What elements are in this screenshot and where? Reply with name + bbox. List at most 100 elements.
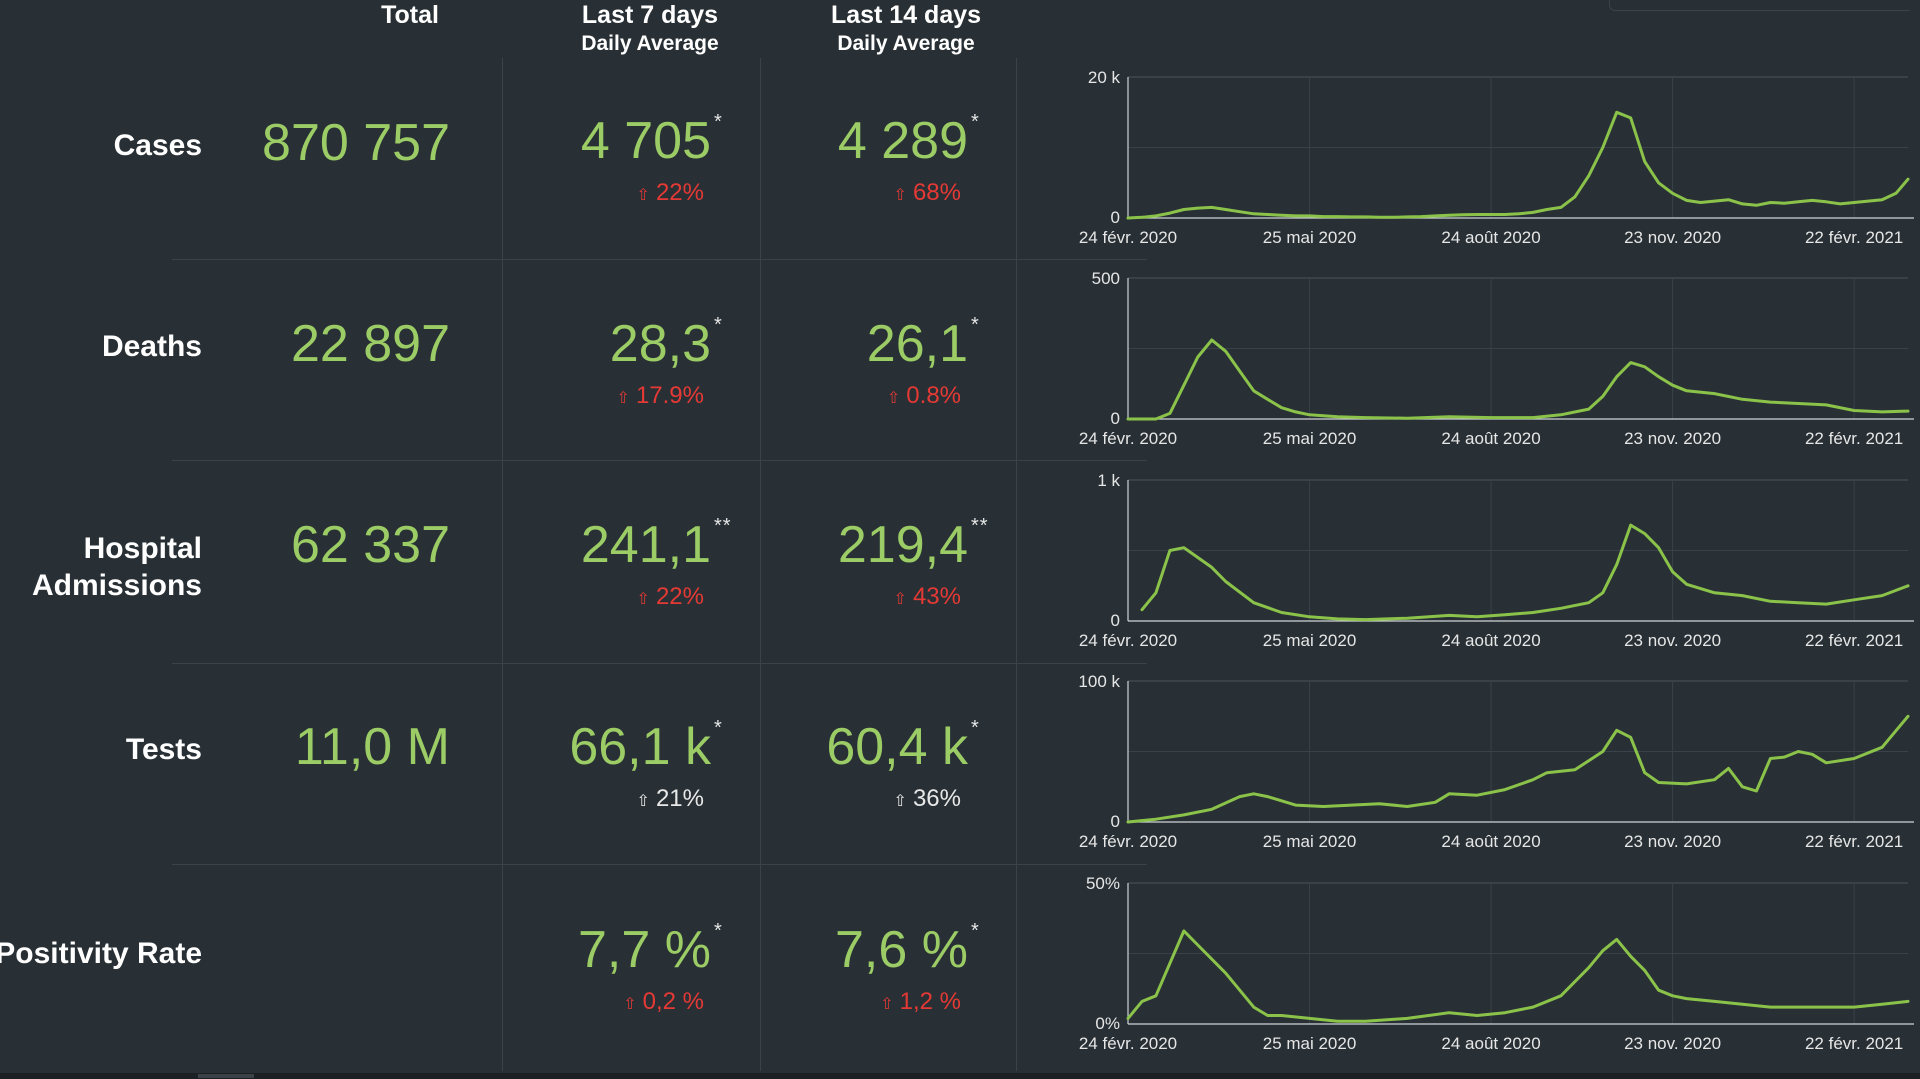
row-label-tests: Tests <box>125 733 202 766</box>
x-tick-label: 23 nov. 2020 <box>1624 429 1721 448</box>
total-value-cases: 870 757 <box>262 114 450 172</box>
x-tick-label: 25 mai 2020 <box>1263 832 1357 851</box>
series-line <box>1126 338 1910 421</box>
chart-deaths[interactable]: 0 500 24 févr. 2020 25 mai 2020 24 août 2020… <box>1050 267 1920 467</box>
series-line <box>1126 714 1910 824</box>
scrollbar-thumb[interactable] <box>198 1074 254 1078</box>
avg14-change: ⇧ 0.8% <box>771 382 961 413</box>
footnote-marker: * <box>971 920 980 942</box>
arrow-up-icon: ⇧ <box>886 390 901 407</box>
avg14-value: 219,4 <box>837 516 968 574</box>
avg14-change: ⇧ 36% <box>771 785 961 816</box>
y-tick-label: 100 k <box>1078 672 1120 691</box>
footnote-marker: * <box>971 314 980 336</box>
x-tick-label: 24 août 2020 <box>1441 832 1540 851</box>
total-value-hospital-admissions: 62 337 <box>290 516 450 574</box>
avg14-change-text: 36% <box>912 785 961 812</box>
header-last14: Last 14 days Daily Average <box>786 0 1026 58</box>
y-tick-label: 0 <box>1111 208 1120 227</box>
avg14-value: 7,6 % <box>835 921 968 979</box>
x-tick-label: 24 août 2020 <box>1441 1034 1540 1053</box>
y-tick-label: 0 <box>1111 611 1120 630</box>
x-tick-label: 24 août 2020 <box>1441 429 1540 448</box>
total-value-deaths: 22 897 <box>290 315 450 373</box>
row-divider <box>172 460 1147 461</box>
avg7-change: ⇧ 22% <box>514 583 704 614</box>
avg7-change-text: 22% <box>655 583 704 610</box>
header-last7: Last 7 days Daily Average <box>530 0 770 58</box>
avg7-change: ⇧ 17.9% <box>514 382 704 413</box>
row-label-positivity-rate: Positivity Rate <box>0 937 202 970</box>
series-line <box>1126 929 1910 1023</box>
top-right-frame <box>1609 0 1910 11</box>
x-tick-label: 22 févr. 2021 <box>1805 228 1903 247</box>
row-divider <box>172 259 1147 260</box>
x-tick-label: 22 févr. 2021 <box>1805 1034 1903 1053</box>
avg14-change-text: 1,2 % <box>899 988 961 1015</box>
series-line <box>1140 523 1910 622</box>
total-value-tests: 11,0 M <box>294 718 450 776</box>
avg14-value: 26,1 <box>866 315 968 373</box>
chart-tests[interactable]: 0 100 k 24 févr. 2020 25 mai 2020 24 août 20… <box>1050 670 1920 870</box>
avg7-value: 241,1 <box>580 516 711 574</box>
chart-positivity-rate[interactable]: 0% 50% 24 févr. 2020 25 mai 2020 24 août 202… <box>1050 872 1920 1072</box>
chart-svg: 0 100 k 24 févr. 2020 25 mai 2020 24 août 20… <box>1078 672 1914 851</box>
arrow-up-icon: ⇧ <box>893 591 907 608</box>
x-tick-label: 22 févr. 2021 <box>1805 429 1903 448</box>
horizontal-scrollbar[interactable] <box>0 1073 1920 1079</box>
x-tick-label: 24 févr. 2020 <box>1079 429 1177 448</box>
avg7-change: ⇧ 0,2 % <box>514 988 704 1019</box>
row-label-deaths: Deaths <box>101 330 202 363</box>
footnote-marker: * <box>971 111 980 133</box>
chart-cases[interactable]: 0 20 k 24 févr. 2020 25 mai 2020 24 août 202… <box>1050 66 1920 266</box>
avg7-value: 7,7 % <box>578 921 711 979</box>
column-divider <box>502 58 503 1071</box>
avg14-change-text: 0.8% <box>906 382 961 409</box>
y-tick-label: 0% <box>1095 1014 1120 1033</box>
avg14-change-text: 68% <box>912 179 961 206</box>
footnote-marker: * <box>714 111 723 133</box>
x-tick-label: 22 févr. 2021 <box>1805 631 1903 650</box>
arrow-up-icon: ⇧ <box>636 793 650 810</box>
avg7-change-text: 17.9% <box>635 382 704 409</box>
arrow-up-icon: ⇧ <box>893 187 907 204</box>
series-line <box>1126 110 1910 220</box>
x-tick-label: 23 nov. 2020 <box>1624 631 1721 650</box>
x-tick-label: 23 nov. 2020 <box>1624 228 1721 247</box>
footnote-marker: * <box>714 920 723 942</box>
footnote-marker: ** <box>714 515 732 537</box>
avg7-value: 66,1 k <box>569 718 711 776</box>
y-tick-label: 50% <box>1086 874 1120 893</box>
arrow-up-icon: ⇧ <box>880 996 894 1013</box>
arrow-up-icon: ⇧ <box>636 591 650 608</box>
x-tick-label: 25 mai 2020 <box>1263 1034 1357 1053</box>
avg7-value: 4 705 <box>580 112 711 170</box>
x-tick-label: 25 mai 2020 <box>1263 228 1357 247</box>
chart-svg: 0% 50% 24 févr. 2020 25 mai 2020 24 août 202… <box>1079 874 1914 1053</box>
row-label-line: Admissions <box>31 569 202 602</box>
x-tick-label: 23 nov. 2020 <box>1624 1034 1721 1053</box>
arrow-up-icon: ⇧ <box>616 390 630 407</box>
x-tick-label: 22 févr. 2021 <box>1805 832 1903 851</box>
arrow-up-icon: ⇧ <box>636 187 650 204</box>
y-tick-label: 0 <box>1111 812 1120 831</box>
y-tick-label: 0 <box>1111 409 1120 428</box>
avg7-value: 28,3 <box>609 315 711 373</box>
header-last14-label: Last 14 days <box>830 1 982 29</box>
footnote-marker: ** <box>971 515 989 537</box>
avg14-value: 4 289 <box>837 112 968 170</box>
header-total: Total <box>340 0 480 30</box>
footnote-marker: * <box>714 717 723 739</box>
avg14-change: ⇧ 68% <box>771 179 961 210</box>
x-tick-label: 24 févr. 2020 <box>1079 228 1177 247</box>
x-tick-label: 24 févr. 2020 <box>1079 832 1177 851</box>
row-label-line: Hospital <box>83 532 202 565</box>
header-last7-sub: Daily Average <box>581 32 719 55</box>
chart-svg: 0 1 k 24 févr. 2020 25 mai 2020 24 août 2020… <box>1079 471 1914 650</box>
row-divider <box>172 663 1147 664</box>
chart-svg: 0 20 k 24 févr. 2020 25 mai 2020 24 août 202… <box>1079 68 1914 247</box>
chart-hospital-admissions[interactable]: 0 1 k 24 févr. 2020 25 mai 2020 24 août 2020… <box>1050 469 1920 669</box>
row-label-cases: Cases <box>113 129 202 162</box>
chart-svg: 0 500 24 févr. 2020 25 mai 2020 24 août 2020… <box>1079 269 1914 448</box>
row-divider <box>172 864 1147 865</box>
